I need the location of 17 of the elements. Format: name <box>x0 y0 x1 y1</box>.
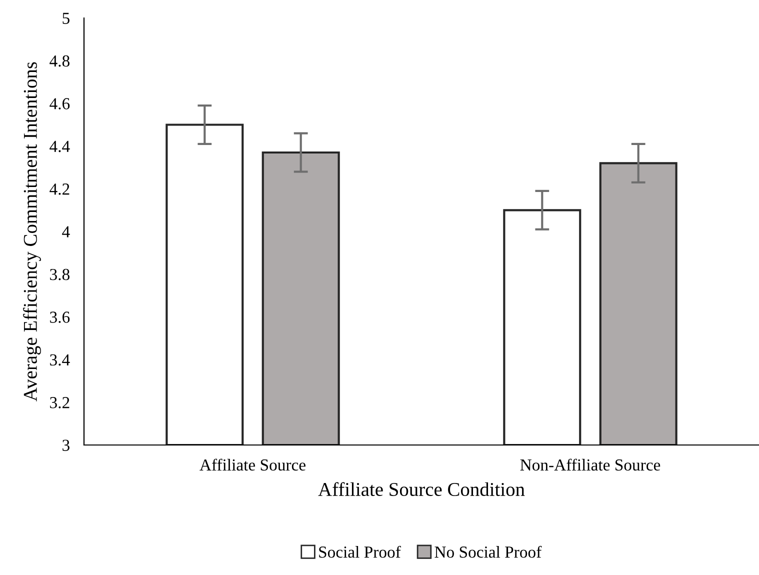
x-axis-title: Affiliate Source Condition <box>318 482 525 496</box>
y-axis-title: Average Efficiency Commitment Intentions <box>23 62 41 402</box>
x-tick-label: Non-Affiliate Source <box>520 458 660 471</box>
legend-label: No Social Proof <box>434 546 542 558</box>
y-tick-label: 4.2 <box>50 184 70 195</box>
y-tick-label: 3.8 <box>50 268 70 280</box>
y-tick-label: 4.4 <box>50 140 70 152</box>
y-tick-label: 5 <box>62 12 70 24</box>
y-tick-label: 3.2 <box>50 397 70 408</box>
y-tick-label: 3.6 <box>50 312 70 323</box>
y-tick-label: 4.6 <box>50 98 70 110</box>
y-tick-label: 3.4 <box>50 354 70 366</box>
y-tick-label: 4 <box>62 226 70 238</box>
legend-label: Social Proof <box>319 546 401 558</box>
x-tick-label: Affiliate Source <box>200 458 306 471</box>
y-tick-label: 3 <box>62 440 70 451</box>
y-tick-label: 4.8 <box>50 55 70 67</box>
